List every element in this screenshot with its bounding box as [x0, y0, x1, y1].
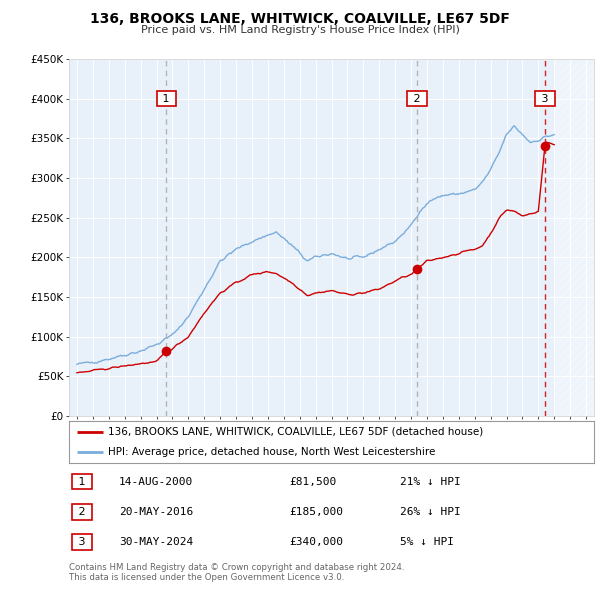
- Text: 136, BROOKS LANE, WHITWICK, COALVILLE, LE67 5DF (detached house): 136, BROOKS LANE, WHITWICK, COALVILLE, L…: [109, 427, 484, 437]
- Bar: [554, 59, 594, 416]
- Text: 3: 3: [75, 537, 89, 547]
- Text: This data is licensed under the Open Government Licence v3.0.: This data is licensed under the Open Gov…: [69, 573, 344, 582]
- Text: 2: 2: [410, 94, 424, 104]
- Text: 2: 2: [75, 507, 89, 517]
- Text: HPI: Average price, detached house, North West Leicestershire: HPI: Average price, detached house, Nort…: [109, 447, 436, 457]
- Text: £340,000: £340,000: [290, 537, 343, 547]
- Text: 14-AUG-2000: 14-AUG-2000: [119, 477, 193, 487]
- Text: £81,500: £81,500: [290, 477, 337, 487]
- Text: 1: 1: [160, 94, 173, 104]
- Text: 30-MAY-2024: 30-MAY-2024: [119, 537, 193, 547]
- Text: 5% ↓ HPI: 5% ↓ HPI: [400, 537, 454, 547]
- Text: £185,000: £185,000: [290, 507, 343, 517]
- Text: Contains HM Land Registry data © Crown copyright and database right 2024.: Contains HM Land Registry data © Crown c…: [69, 563, 404, 572]
- Text: 136, BROOKS LANE, WHITWICK, COALVILLE, LE67 5DF: 136, BROOKS LANE, WHITWICK, COALVILLE, L…: [90, 12, 510, 26]
- Text: 26% ↓ HPI: 26% ↓ HPI: [400, 507, 461, 517]
- Text: 21% ↓ HPI: 21% ↓ HPI: [400, 477, 461, 487]
- Text: 20-MAY-2016: 20-MAY-2016: [119, 507, 193, 517]
- Text: Price paid vs. HM Land Registry's House Price Index (HPI): Price paid vs. HM Land Registry's House …: [140, 25, 460, 35]
- Text: 1: 1: [75, 477, 89, 487]
- Text: 3: 3: [538, 94, 552, 104]
